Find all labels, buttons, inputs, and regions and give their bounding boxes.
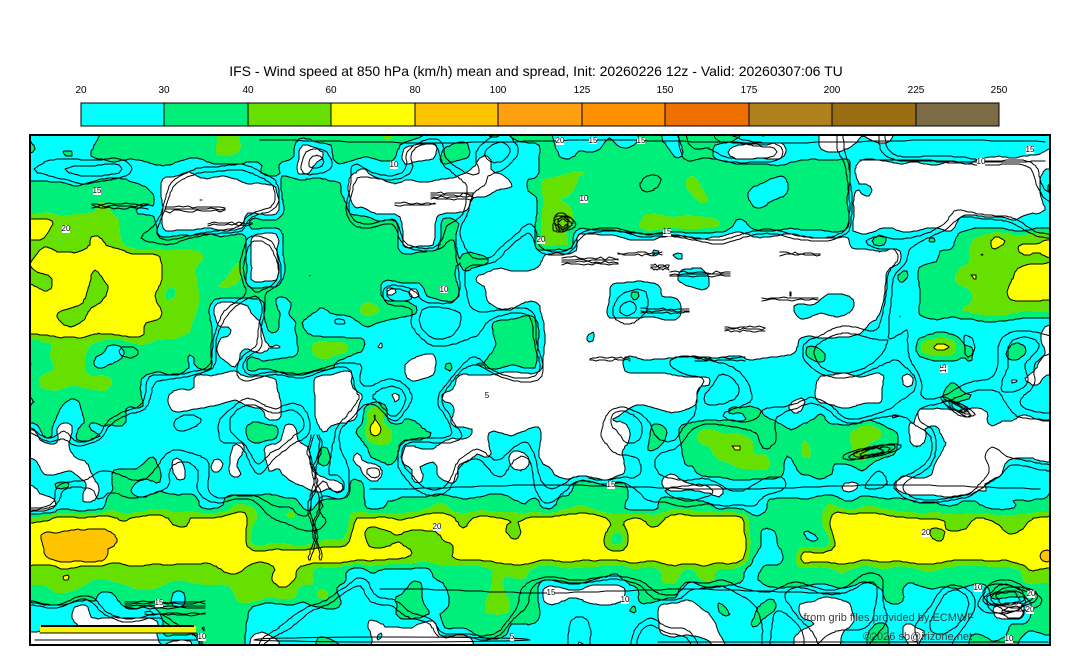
svg-text:40: 40 xyxy=(242,85,254,96)
svg-text:30: 30 xyxy=(158,85,170,96)
svg-text:200: 200 xyxy=(824,85,841,96)
svg-text:100: 100 xyxy=(490,85,507,96)
svg-text:150: 150 xyxy=(657,85,674,96)
svg-text:10: 10 xyxy=(440,285,449,294)
svg-text:10: 10 xyxy=(198,632,207,641)
svg-text:15: 15 xyxy=(547,588,556,597)
svg-text:20: 20 xyxy=(1027,589,1036,598)
svg-text:175: 175 xyxy=(741,85,758,96)
svg-text:80: 80 xyxy=(409,85,421,96)
svg-text:225: 225 xyxy=(908,85,925,96)
svg-text:125: 125 xyxy=(574,85,591,96)
svg-text:15: 15 xyxy=(155,598,164,607)
svg-text:15: 15 xyxy=(93,186,102,195)
svg-text:15: 15 xyxy=(1026,145,1035,154)
svg-text:10: 10 xyxy=(390,160,399,169)
svg-text:©2026 sb@irizone.net: ©2026 sb@irizone.net xyxy=(863,631,972,643)
svg-text:15: 15 xyxy=(939,364,948,373)
svg-text:10: 10 xyxy=(974,583,983,592)
svg-text:60: 60 xyxy=(325,85,337,96)
svg-text:15: 15 xyxy=(637,136,646,145)
svg-text:10: 10 xyxy=(580,194,589,203)
svg-text:10: 10 xyxy=(1005,634,1014,643)
svg-text:20: 20 xyxy=(537,235,546,244)
svg-text:10: 10 xyxy=(621,595,630,604)
svg-text:15: 15 xyxy=(589,136,598,145)
svg-text:15: 15 xyxy=(663,227,672,236)
svg-text:5: 5 xyxy=(485,391,490,400)
svg-text:20: 20 xyxy=(433,522,442,531)
svg-text:20: 20 xyxy=(922,528,931,537)
svg-text:IFS - Wind speed at 850 hPa (k: IFS - Wind speed at 850 hPa (km/h) mean … xyxy=(229,63,843,79)
svg-text:from grib files provided by EC: from grib files provided by ECMWF xyxy=(803,612,974,624)
svg-text:20: 20 xyxy=(1026,605,1035,614)
svg-text:20: 20 xyxy=(75,85,87,96)
svg-text:10: 10 xyxy=(977,157,986,166)
svg-text:250: 250 xyxy=(991,85,1008,96)
svg-text:5: 5 xyxy=(510,632,515,641)
svg-text:20: 20 xyxy=(556,136,565,145)
svg-text:20: 20 xyxy=(62,224,71,233)
svg-text:15: 15 xyxy=(607,480,616,489)
